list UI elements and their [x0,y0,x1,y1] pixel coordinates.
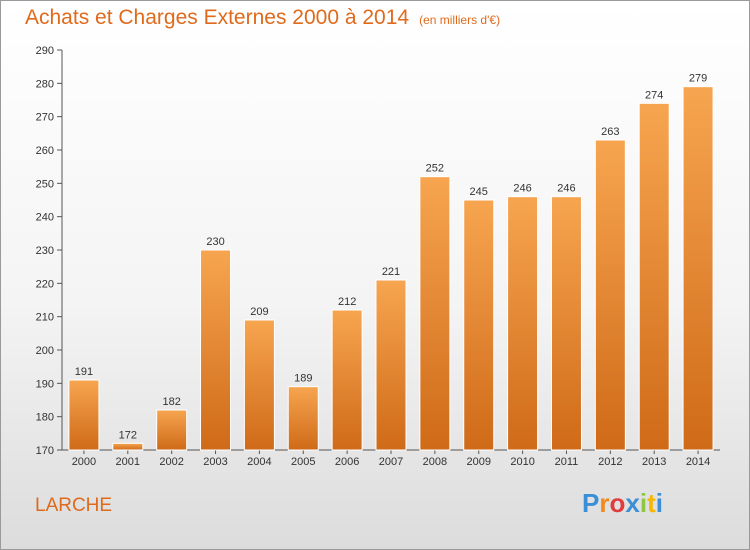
bar-value-label: 252 [426,163,444,175]
bar [68,379,100,451]
bar-value-label: 212 [338,296,356,308]
bar [550,196,582,451]
y-tick-label: 190 [36,378,54,390]
bar-value-label: 274 [645,89,663,101]
bar-value-label: 209 [250,306,268,318]
x-tick-label: 2000 [72,456,96,468]
bar-value-label: 182 [162,396,180,408]
bar-value-label: 246 [513,183,531,195]
axes: 170 180 190 200 210 220 230 240 250 260 270 280 290 2… [36,45,720,468]
x-tick-label: 2003 [203,456,227,468]
y-tick-label: 200 [36,345,54,357]
bar-value-label: 221 [382,266,400,278]
bar [638,102,670,451]
proxiti-logo: Proxiti [582,488,663,519]
x-tick-label: 2008 [423,456,447,468]
bar-value-label: 172 [119,429,137,441]
bar-value-label: 245 [470,186,488,198]
x-tick-label: 2007 [379,456,403,468]
y-tick-label: 270 [36,112,54,124]
x-tick-label: 2002 [159,456,183,468]
x-tick-label: 2009 [466,456,490,468]
y-tick-label: 180 [36,412,54,424]
bar [156,409,188,451]
x-tick-label: 2004 [247,456,271,468]
chart-title: Achats et Charges Externes 2000 à 2014 [25,6,410,29]
x-tick-label: 2010 [510,456,534,468]
title-block: Achats et Charges Externes 2000 à 2014 (e… [25,6,500,30]
y-tick-label: 260 [36,145,54,157]
bar [243,319,275,451]
bar [331,309,363,451]
logo-letter: i [639,488,648,518]
bar [463,199,495,451]
bar [419,176,451,451]
x-tick-label: 2012 [598,456,622,468]
bar-value-label: 263 [601,126,619,138]
logo-letter: r [599,488,610,518]
x-tick-label: 2011 [555,456,579,468]
bar-value-label: 246 [557,183,575,195]
y-tick-label: 280 [36,78,54,90]
bar [200,249,232,451]
x-tick-label: 2013 [642,456,666,468]
logo-letter: x [625,488,640,518]
commune-name: LARCHE [35,495,113,516]
bars: 191 172 182 230 209 189 212 221 252 245 246 246 263 2… [68,73,714,451]
bar-value-label: 189 [294,373,312,385]
logo-letter: P [582,488,600,518]
chart-subtitle: (en milliers d'€) [419,13,501,27]
x-tick-label: 2001 [116,456,140,468]
y-tick-label: 170 [36,445,54,457]
bar [112,442,144,451]
x-tick-label: 2014 [686,456,710,468]
bar [682,86,714,451]
y-tick-label: 210 [36,312,54,324]
bar [375,279,407,451]
bar-value-label: 191 [75,366,93,378]
y-tick-label: 230 [36,245,54,257]
bar [594,139,626,451]
x-tick-label: 2005 [291,456,315,468]
logo-letter: t [647,488,656,518]
bar-value-label: 230 [206,236,224,248]
y-tick-label: 240 [36,212,54,224]
logo-letter: i [655,488,663,518]
y-tick-label: 250 [36,178,54,190]
y-tick-label: 220 [36,278,54,290]
x-tick-label: 2006 [335,456,359,468]
bar [287,386,319,451]
logo-letter: o [609,488,626,518]
bar [507,196,539,451]
bar-value-label: 279 [689,73,707,85]
y-tick-label: 290 [36,45,54,57]
